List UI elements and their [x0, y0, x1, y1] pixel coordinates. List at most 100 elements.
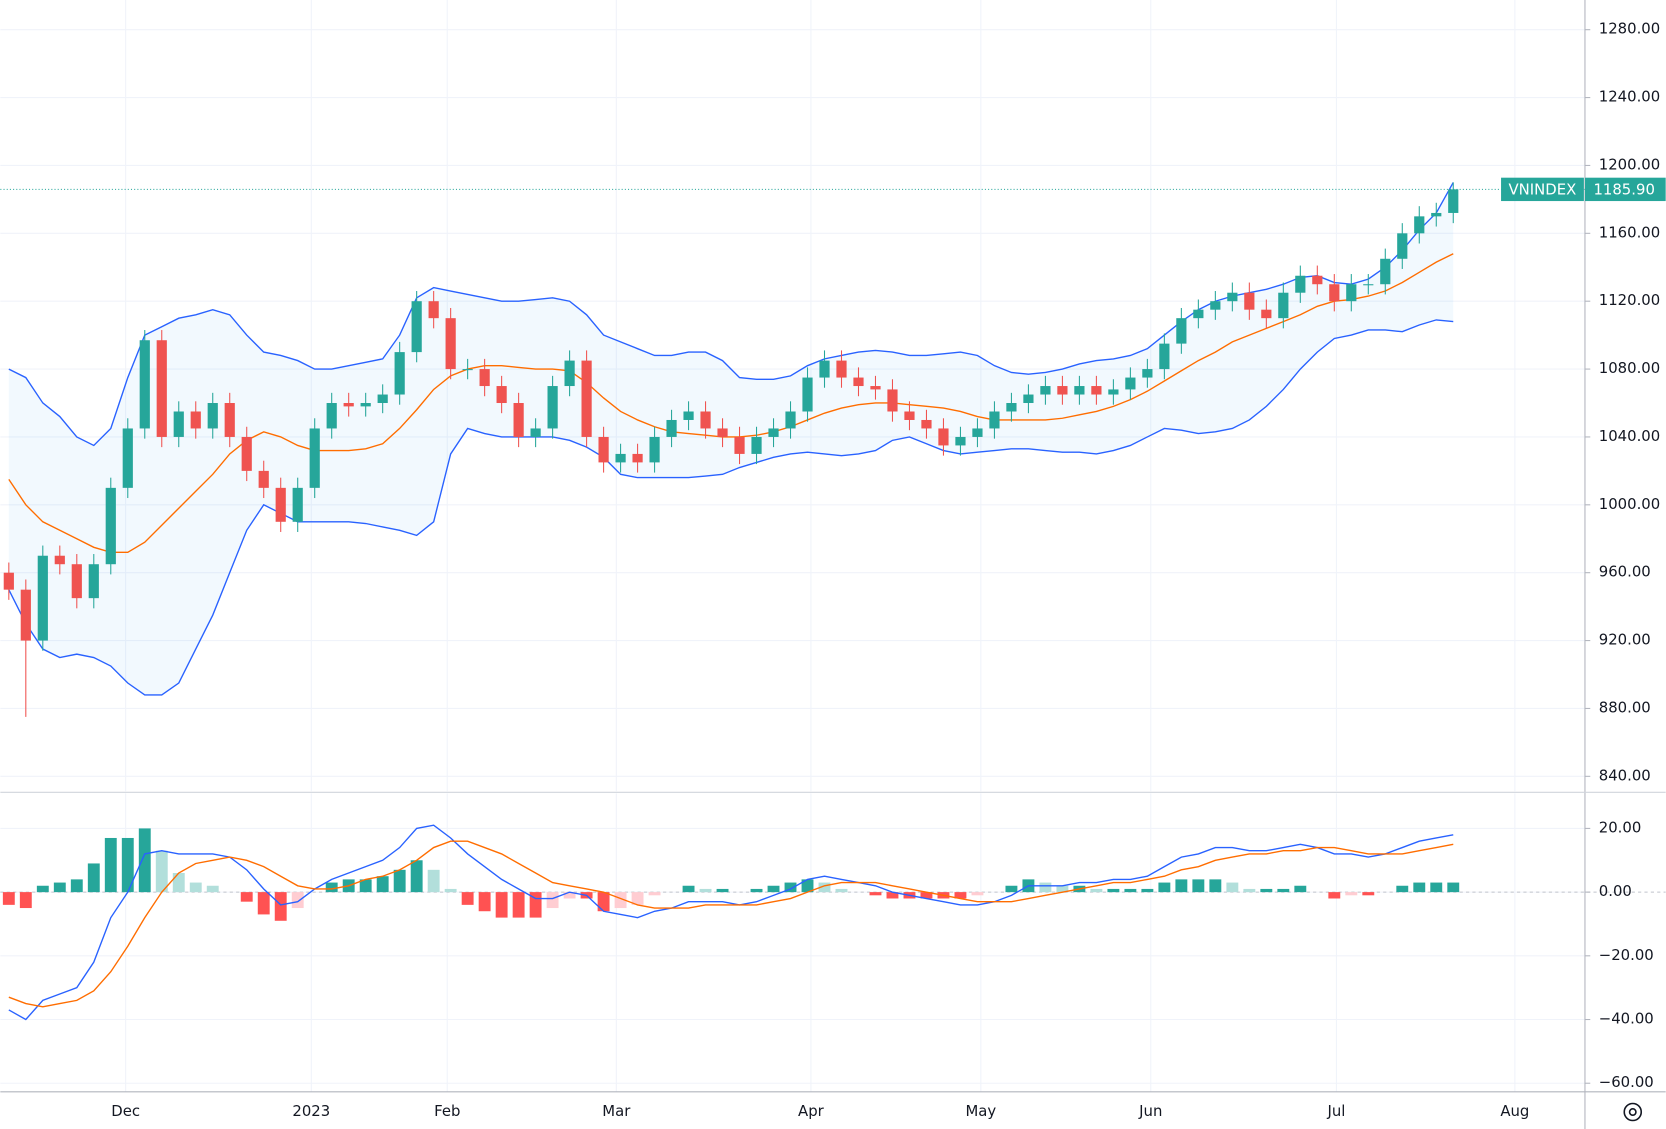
y-tick-label: 960.00 [1599, 563, 1651, 581]
histogram-bar [1158, 882, 1171, 893]
histogram-bar [750, 888, 763, 893]
candle-body [479, 369, 490, 387]
candle-body [241, 436, 252, 471]
histogram-bar [172, 873, 185, 893]
candle-body [139, 340, 150, 429]
candle-body [428, 301, 439, 319]
candle-body [309, 428, 320, 488]
histogram-bar [869, 892, 882, 896]
candle-body [343, 403, 354, 407]
histogram-bar [478, 892, 491, 912]
histogram-bar [104, 837, 117, 893]
histogram-bar [427, 869, 440, 893]
histogram-bar [1056, 885, 1069, 893]
candle-body [853, 377, 864, 387]
candle-body [37, 555, 48, 641]
settings-icon[interactable] [1623, 1102, 1643, 1122]
histogram-bar [563, 892, 576, 899]
histogram-bar [155, 850, 168, 893]
histogram-bar [682, 885, 695, 893]
candle-body [1176, 318, 1187, 344]
histogram-bar [767, 885, 780, 893]
last-price-tag [1584, 177, 1666, 202]
x-tick-label: Dec [111, 1102, 140, 1120]
histogram-bar [886, 892, 899, 899]
settings-dot[interactable] [1628, 1108, 1637, 1116]
histogram-bar [138, 828, 151, 893]
histogram-bar [954, 892, 967, 899]
candle-body [1244, 292, 1255, 310]
candle-body [394, 352, 405, 395]
histogram-bar [206, 885, 219, 893]
axes: Dec 2023 Feb Mar Apr May Jun Jul Aug 840.00 880.00… [111, 20, 1666, 1120]
histogram-bar [1209, 879, 1222, 893]
candle-body [1397, 233, 1408, 259]
candle-body [1159, 343, 1170, 370]
histogram-bar [1124, 888, 1137, 893]
y-tick-label: 1160.00 [1599, 223, 1660, 241]
candle-body [1295, 275, 1306, 293]
histogram-bar [614, 892, 627, 909]
y-tick-label: −20.00 [1599, 946, 1654, 964]
histogram-bar [495, 892, 508, 918]
x-tick-label: Feb [434, 1102, 460, 1120]
y-tick-label: 1040.00 [1599, 427, 1660, 445]
y-tick-label: −40.00 [1599, 1010, 1654, 1028]
histogram-bar [70, 879, 83, 893]
histogram-bar [1328, 892, 1341, 899]
y-tick-label: 1280.00 [1599, 20, 1660, 38]
histogram-bar [1396, 885, 1409, 893]
y-tick-label: 0.00 [1599, 882, 1632, 900]
candle-body [598, 436, 609, 463]
candle-body [513, 403, 524, 437]
histogram-bar [631, 892, 644, 905]
y-tick-label: 1240.00 [1599, 88, 1660, 106]
histogram-bar [529, 892, 542, 918]
histogram-bar [19, 892, 32, 909]
symbol-label: VNINDEX [1508, 180, 1576, 198]
candle-body [496, 386, 507, 404]
histogram-bar [818, 882, 831, 893]
candle-body [1091, 386, 1102, 395]
histogram-bar [274, 892, 287, 921]
histogram-bar [1005, 885, 1018, 893]
histogram-bar [2, 892, 15, 905]
y-tick-label: 1120.00 [1599, 291, 1660, 309]
symbol-tag [1501, 177, 1584, 202]
candle-body [1448, 189, 1459, 213]
x-tick-label: Apr [798, 1102, 825, 1120]
candle-body [921, 419, 932, 429]
candle-body [1193, 309, 1204, 319]
histogram-bar [393, 869, 406, 893]
histogram-bar [1141, 888, 1154, 893]
candle-body [989, 411, 1000, 429]
histogram-bar [1447, 882, 1460, 893]
candle-body [751, 436, 762, 454]
candle-body [785, 411, 796, 429]
histogram-bar [971, 892, 984, 896]
candle-body [632, 453, 643, 463]
histogram-bar [376, 876, 389, 893]
y-tick-label: 1080.00 [1599, 359, 1660, 377]
histogram-bar [1226, 882, 1239, 893]
candle-body [564, 360, 575, 387]
histogram-bar [291, 892, 304, 909]
settings-ring[interactable] [1623, 1102, 1643, 1122]
candle-body [1108, 389, 1119, 395]
candle-body [1329, 284, 1340, 302]
histogram-bar [189, 882, 202, 893]
histogram-bar [36, 885, 49, 893]
candle-body [666, 419, 677, 437]
band-fill [8, 182, 1454, 695]
candle-body [71, 564, 82, 599]
last-price-label: 1185.90 [1593, 180, 1654, 198]
histogram-bar [1430, 882, 1443, 893]
candle-body [1278, 292, 1289, 319]
macd-line [8, 840, 1454, 1008]
y-tick-label: 880.00 [1599, 698, 1651, 716]
candle-body [1312, 275, 1323, 285]
candle-body [1227, 292, 1238, 302]
candle-body [1261, 309, 1272, 319]
